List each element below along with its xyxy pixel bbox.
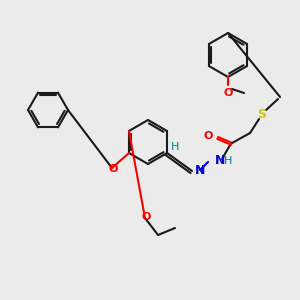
Text: H: H	[224, 156, 232, 166]
Text: S: S	[258, 109, 267, 122]
Text: O: O	[141, 212, 151, 222]
Text: O: O	[204, 131, 213, 141]
Text: O: O	[108, 164, 118, 174]
Text: N: N	[215, 154, 225, 167]
Text: O: O	[223, 88, 233, 98]
Text: N: N	[195, 164, 206, 178]
Text: H: H	[171, 142, 179, 152]
